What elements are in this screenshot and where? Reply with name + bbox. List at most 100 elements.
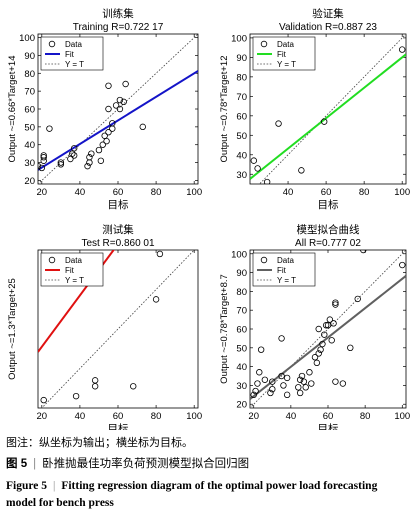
data-point	[139, 123, 146, 131]
data-point	[347, 344, 354, 352]
legend-label-fit: Fit	[65, 50, 75, 59]
x-tick-label: 100	[394, 411, 410, 422]
figure-number-en: Figure 5	[6, 480, 47, 492]
data-point	[315, 325, 322, 333]
data-point	[360, 250, 367, 254]
data-point	[120, 98, 127, 106]
x-tick-label: 60	[321, 187, 332, 198]
y-tick-label: 40	[236, 362, 247, 373]
fit-line	[38, 250, 115, 353]
data-point	[116, 105, 124, 113]
panel-subtitle: Test R=0.860 01	[81, 238, 155, 249]
data-point	[267, 389, 274, 397]
data-point	[109, 120, 116, 127]
data-point	[103, 137, 110, 145]
data-point	[261, 376, 269, 383]
data-point	[317, 346, 324, 353]
x-axis-label: 目标	[108, 199, 129, 211]
y-axis-label: Output ~=0.66*Target+14	[7, 56, 18, 163]
y-tick-label: 90	[24, 51, 35, 62]
x-tick-label: 80	[359, 187, 370, 198]
panel-title: 测试集	[102, 223, 134, 236]
data-point	[130, 383, 137, 390]
identity-line	[38, 34, 198, 184]
panel-title: 验证集	[312, 7, 344, 20]
data-point	[332, 301, 339, 308]
x-tick-label: 60	[323, 411, 334, 422]
panel-title: 训练集	[102, 7, 134, 20]
panel-subtitle: All R=0.777 02	[295, 238, 361, 249]
data-point	[105, 105, 112, 113]
fit-line	[38, 70, 198, 171]
data-point	[339, 380, 347, 387]
data-point	[328, 337, 335, 344]
data-point	[320, 118, 328, 125]
data-point	[269, 378, 276, 385]
identity-line	[41, 250, 195, 408]
legend-label-identity: Y = T	[65, 276, 84, 285]
data-point	[95, 146, 103, 154]
x-tick-label: 80	[360, 411, 371, 422]
data-point	[156, 250, 164, 258]
legend-label-identity: Y = T	[277, 60, 296, 69]
y-tick-label: 20	[236, 400, 247, 411]
x-tick-label: 80	[151, 411, 162, 422]
data-point	[269, 385, 276, 393]
y-tick-label: 30	[236, 381, 247, 392]
fit-line	[250, 275, 406, 400]
x-tick-label: 20	[37, 187, 48, 198]
y-tick-label: 100	[19, 33, 35, 44]
y-tick-label: 30	[236, 170, 247, 181]
legend-data-marker	[48, 40, 56, 48]
plot-content	[250, 250, 406, 408]
data-point	[315, 350, 322, 357]
x-tick-label: 40	[286, 411, 297, 422]
identity-line	[250, 250, 406, 408]
data-point	[38, 162, 42, 170]
y-tick-label: 20	[24, 176, 35, 187]
data-point	[122, 80, 129, 88]
data-point	[298, 167, 305, 174]
x-tick-label: 100	[186, 411, 202, 422]
data-point	[40, 396, 47, 404]
x-tick-label: 40	[75, 411, 86, 422]
data-point	[319, 340, 326, 348]
legend-label-identity: Y = T	[65, 60, 84, 69]
x-tick-label: 40	[283, 187, 294, 198]
data-point	[57, 159, 65, 166]
legend-data-marker	[260, 40, 268, 48]
y-tick-label: 80	[24, 69, 35, 80]
data-point	[278, 335, 285, 342]
figure-number-cn: 图 5	[6, 458, 28, 470]
x-tick-label: 20	[37, 411, 48, 422]
y-tick-label: 80	[236, 287, 247, 298]
data-point	[112, 102, 120, 109]
chart-panel-3: 测试集 Test R=0.860 01 20 40 60 80 100 目标 Output ~=…	[7, 223, 202, 430]
plot-content	[38, 34, 198, 184]
legend-label-data: Data	[65, 256, 82, 265]
y-tick-label: 50	[24, 122, 35, 133]
data-point	[254, 380, 261, 387]
data-point	[295, 384, 302, 391]
data-point	[254, 165, 261, 172]
plot-content	[250, 34, 406, 184]
chart-panel-2: 验证集 Validation R=0.887 23 40 60 80 100 30 40 50 6…	[219, 7, 410, 211]
y-tick-label: 30	[24, 158, 35, 169]
legend-label-data: Data	[277, 40, 294, 49]
data-point	[40, 154, 47, 161]
figure-title-en: Fitting regression diagram of the optima…	[6, 480, 378, 509]
y-axis-label: Output ~=0.78*Target+8.7	[219, 274, 230, 384]
data-point	[152, 296, 160, 303]
data-point	[116, 96, 124, 104]
x-axis-label: 目标	[108, 423, 129, 430]
data-point	[300, 378, 308, 385]
y-tick-label: 80	[236, 72, 247, 83]
data-point	[280, 382, 287, 389]
data-point	[306, 369, 313, 376]
data-point	[250, 391, 257, 399]
panel-subtitle: Validation R=0.887 23	[279, 22, 377, 33]
data-point	[311, 354, 319, 361]
data-point	[330, 320, 337, 327]
